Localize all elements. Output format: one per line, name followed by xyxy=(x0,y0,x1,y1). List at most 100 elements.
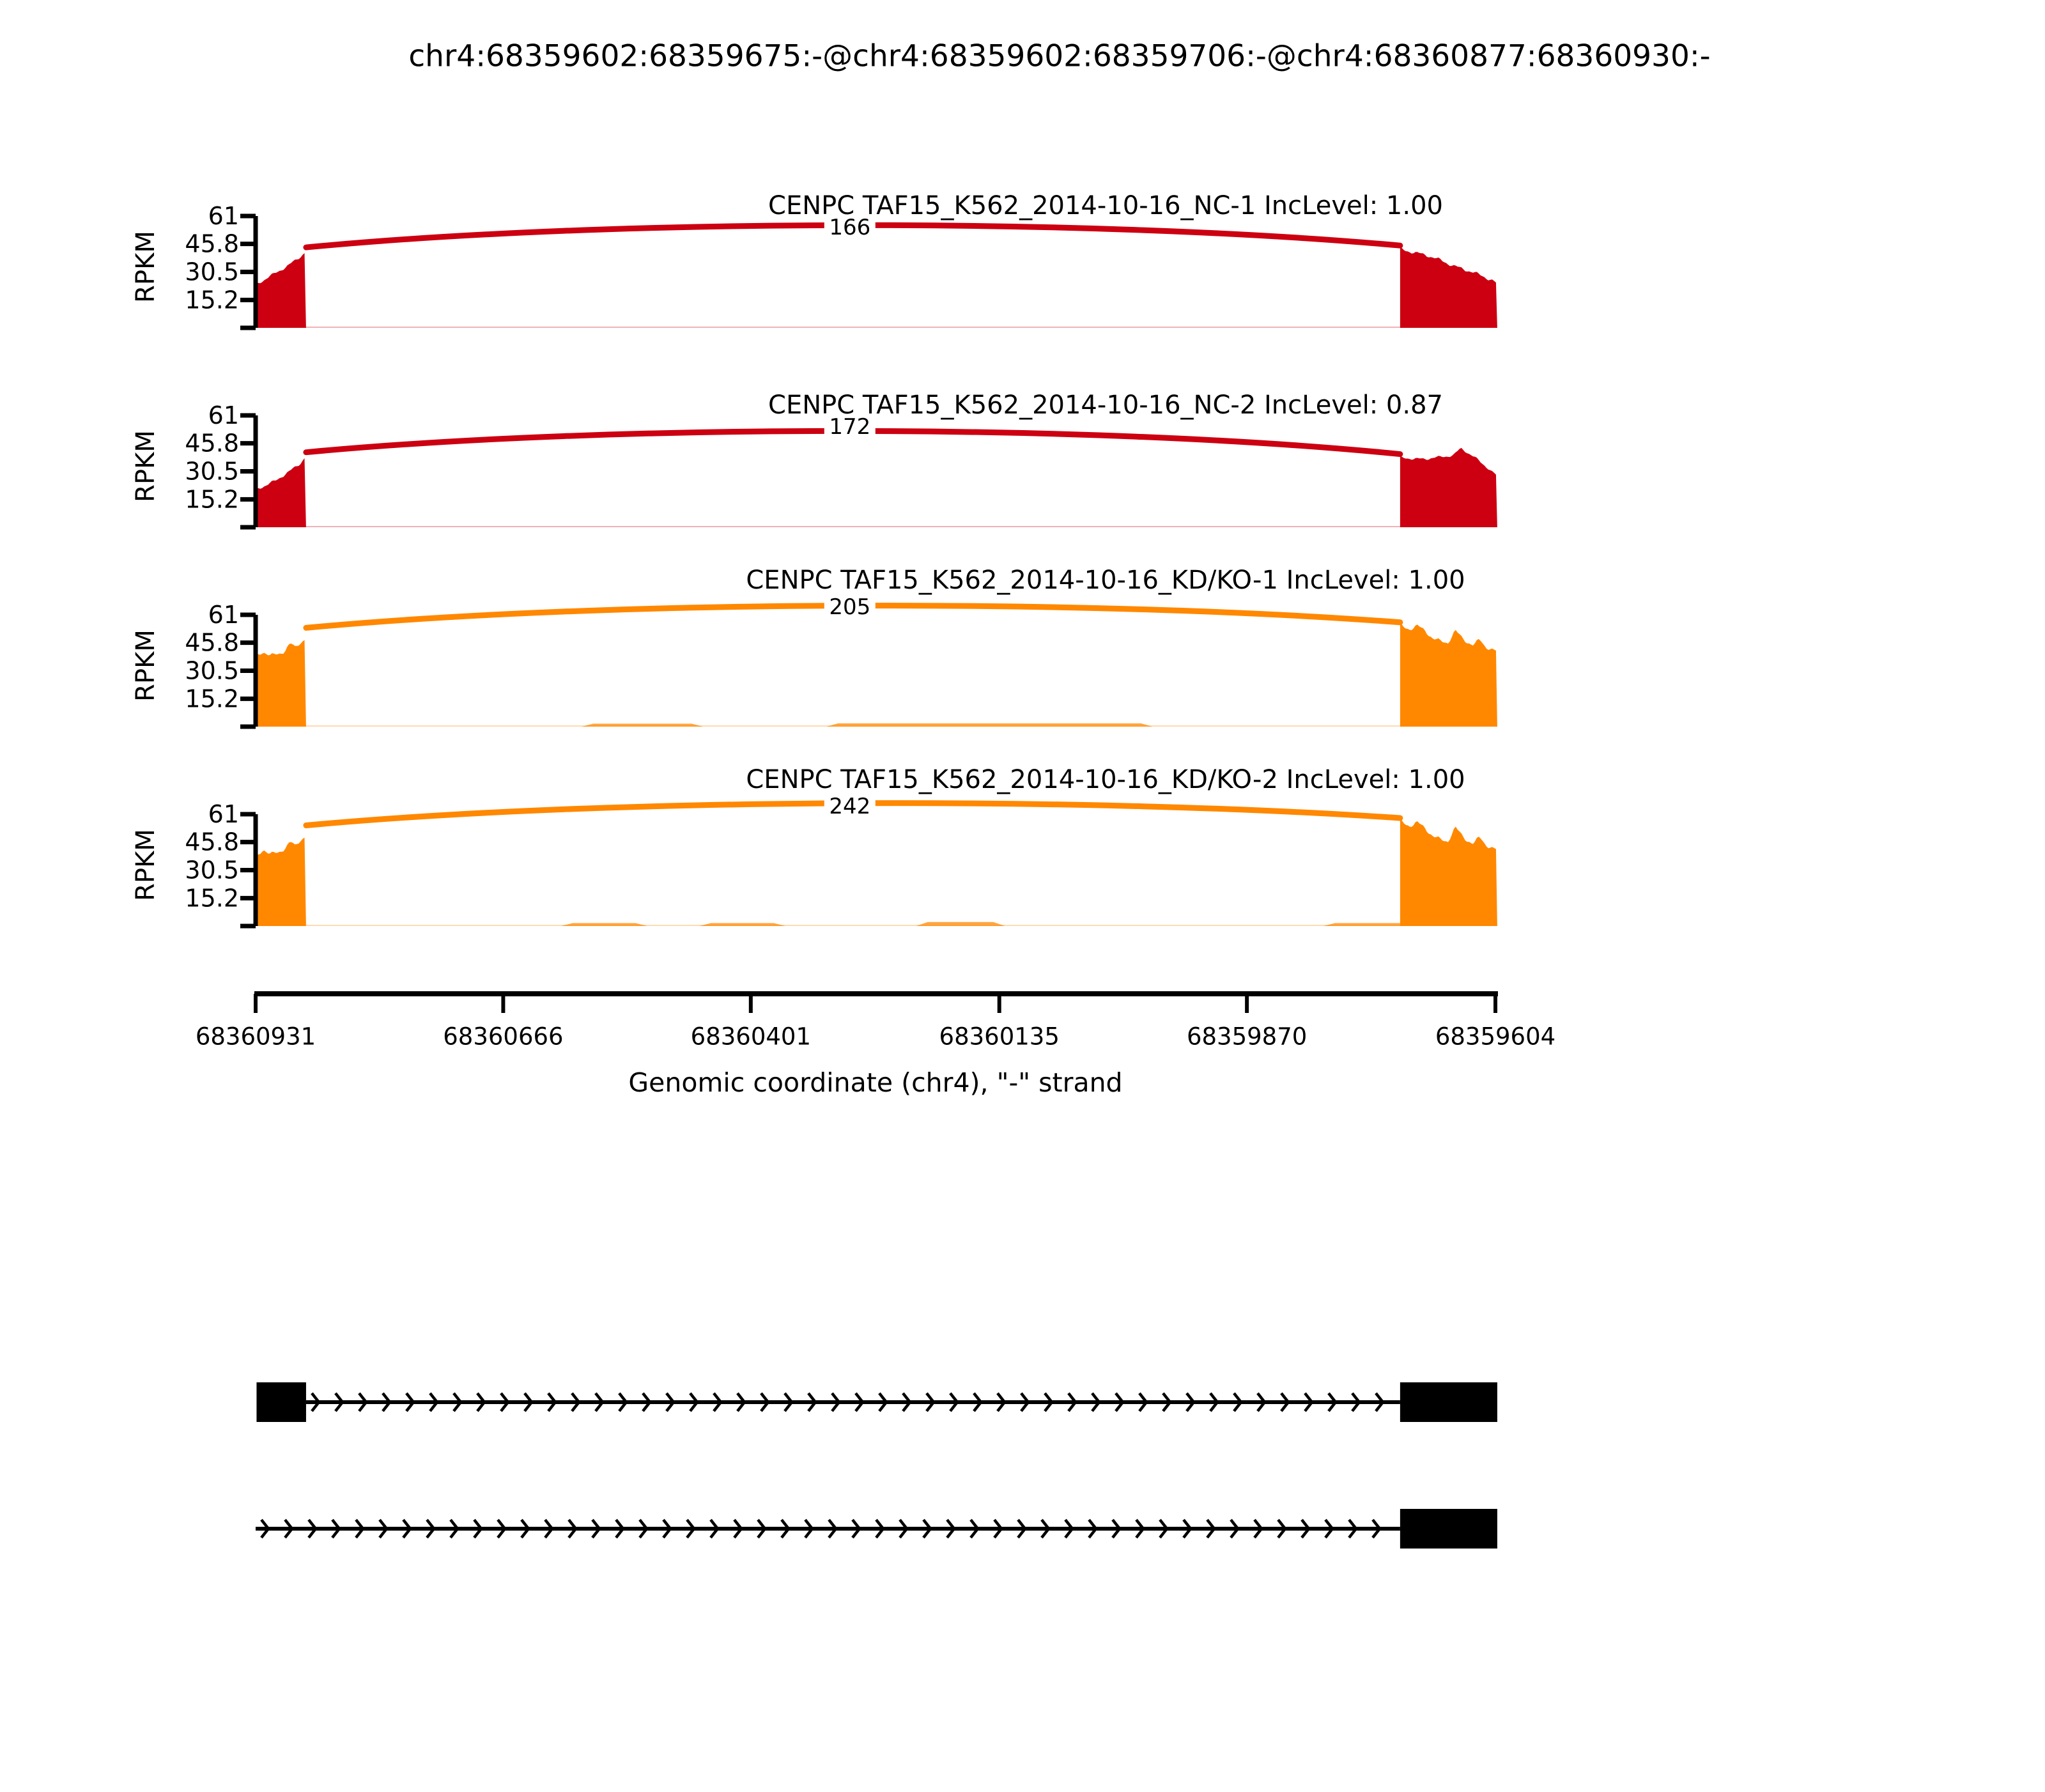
strand-arrow-icon xyxy=(331,1518,341,1539)
strand-arrow-icon xyxy=(1185,1392,1196,1412)
strand-arrow-icon xyxy=(828,1518,838,1539)
strand-arrow-icon xyxy=(567,1518,578,1539)
strand-arrow-icon xyxy=(973,1392,983,1412)
y-tick-label: 15.2 xyxy=(185,884,239,912)
intron-read-bump xyxy=(1323,923,1414,926)
strand-arrow-icon xyxy=(544,1518,554,1539)
strand-arrow-icon xyxy=(523,1392,534,1412)
strand-arrow-icon xyxy=(1253,1518,1263,1539)
strand-arrow-icon xyxy=(1304,1392,1314,1412)
strand-arrow-icon xyxy=(996,1392,1007,1412)
x-tick-label: 68360666 xyxy=(443,1023,563,1051)
strand-arrow-icon xyxy=(591,1518,601,1539)
strand-arrow-icon xyxy=(1159,1518,1169,1539)
strand-arrow-icon xyxy=(925,1392,936,1412)
strand-arrow-icon xyxy=(922,1518,932,1539)
strand-arrow-icon xyxy=(1300,1518,1311,1539)
strand-arrow-icon xyxy=(1327,1392,1338,1412)
y-tick-label: 45.8 xyxy=(185,230,239,258)
strand-arrow-icon xyxy=(405,1392,415,1412)
strand-arrow-icon xyxy=(665,1392,675,1412)
track-canvas-2 xyxy=(240,591,1497,729)
y-tick-label: 45.8 xyxy=(185,429,239,458)
strand-arrow-icon xyxy=(642,1392,652,1412)
intron-read-bump xyxy=(699,923,785,926)
strand-arrow-icon xyxy=(899,1518,909,1539)
y-tick-label: 30.5 xyxy=(185,258,239,286)
y-tick-label: 61 xyxy=(208,601,239,629)
junction-count-bbox xyxy=(824,791,876,820)
strand-arrow-icon xyxy=(780,1518,791,1539)
strand-arrow-icon xyxy=(358,1392,368,1412)
y-tick-label: 30.5 xyxy=(185,657,239,685)
strand-arrow-icon xyxy=(831,1392,841,1412)
track-label: CENPC TAF15_K562_2014-10-16_KD/KO-2 IncL… xyxy=(746,765,1465,794)
strand-arrow-icon xyxy=(1256,1392,1267,1412)
strand-arrow-icon xyxy=(875,1518,885,1539)
y-axis-title: RPKM xyxy=(131,231,160,303)
strand-arrow-icon xyxy=(284,1518,294,1539)
track-group-0: RPKM 61 45.8 30.5 15.2 CENPC TAF15_K562_… xyxy=(131,191,1497,330)
coverage-block xyxy=(1400,819,1497,926)
strand-arrow-icon xyxy=(1064,1518,1074,1539)
transcript-canvas xyxy=(256,1382,1497,1549)
y-tick-label: 45.8 xyxy=(185,629,239,657)
strand-arrow-icon xyxy=(638,1518,649,1539)
junction-count-bbox xyxy=(824,411,876,440)
transcript-exon-box xyxy=(1400,1509,1497,1549)
x-tick-label: 68359870 xyxy=(1187,1023,1307,1051)
strand-arrow-icon xyxy=(307,1518,318,1539)
x-axis-canvas xyxy=(254,991,1498,1013)
y-tick-label: 61 xyxy=(208,202,239,230)
strand-arrow-icon xyxy=(1017,1518,1027,1539)
strand-arrow-icon xyxy=(402,1518,412,1539)
strand-arrow-icon xyxy=(426,1518,436,1539)
strand-arrow-icon xyxy=(547,1392,557,1412)
page-title: chr4:68359602:68359675:-@chr4:68359602:6… xyxy=(408,39,1710,74)
coverage-block xyxy=(256,640,306,727)
strand-arrow-icon xyxy=(757,1518,767,1539)
strand-arrow-icon xyxy=(1067,1392,1077,1412)
intron-read-bump xyxy=(916,922,1005,926)
x-tick-label: 68360135 xyxy=(939,1023,1060,1051)
strand-arrow-icon xyxy=(1324,1518,1334,1539)
strand-arrow-icon xyxy=(686,1518,696,1539)
strand-arrow-icon xyxy=(760,1392,770,1412)
strand-arrow-icon xyxy=(1351,1392,1361,1412)
track-label: CENPC TAF15_K562_2014-10-16_NC-2 IncLeve… xyxy=(768,390,1443,420)
y-axis-title: RPKM xyxy=(131,829,160,901)
strand-arrow-icon xyxy=(1206,1518,1216,1539)
strand-arrow-icon xyxy=(449,1518,459,1539)
junction-count: 242 xyxy=(829,794,870,819)
strand-arrow-icon xyxy=(473,1518,483,1539)
strand-arrow-icon xyxy=(476,1392,486,1412)
strand-arrow-icon xyxy=(1135,1518,1145,1539)
track-canvas-3 xyxy=(240,791,1497,929)
strand-arrow-icon xyxy=(1020,1392,1030,1412)
junction-count: 205 xyxy=(829,594,870,620)
track-group-3: RPKM 61 45.8 30.5 15.2 CENPC TAF15_K562_… xyxy=(131,765,1497,929)
strand-arrow-icon xyxy=(429,1392,439,1412)
coverage-block xyxy=(1400,447,1497,527)
strand-arrow-icon xyxy=(520,1518,530,1539)
strand-arrow-icon xyxy=(615,1518,625,1539)
y-tick-label: 30.5 xyxy=(185,458,239,486)
strand-arrow-icon xyxy=(378,1518,389,1539)
y-tick-label: 15.2 xyxy=(185,684,239,713)
track-label: CENPC TAF15_K562_2014-10-16_NC-1 IncLeve… xyxy=(768,191,1443,220)
strand-arrow-icon xyxy=(969,1518,980,1539)
y-tick-label: 15.2 xyxy=(185,286,239,314)
strand-arrow-icon xyxy=(783,1392,794,1412)
strand-arrow-icon xyxy=(689,1392,699,1412)
track-group-2: RPKM 61 45.8 30.5 15.2 CENPC TAF15_K562_… xyxy=(131,566,1497,729)
strand-arrow-icon xyxy=(571,1392,581,1412)
strand-arrow-icon xyxy=(1138,1392,1148,1412)
strand-arrow-icon xyxy=(851,1518,861,1539)
strand-arrow-icon xyxy=(662,1518,672,1539)
strand-arrow-icon xyxy=(497,1518,507,1539)
x-tick-label: 68359604 xyxy=(1435,1023,1555,1051)
strand-arrow-icon xyxy=(736,1392,746,1412)
strand-arrow-icon xyxy=(594,1392,605,1412)
strand-arrow-icon xyxy=(1111,1518,1122,1539)
strand-arrow-icon xyxy=(1115,1392,1125,1412)
